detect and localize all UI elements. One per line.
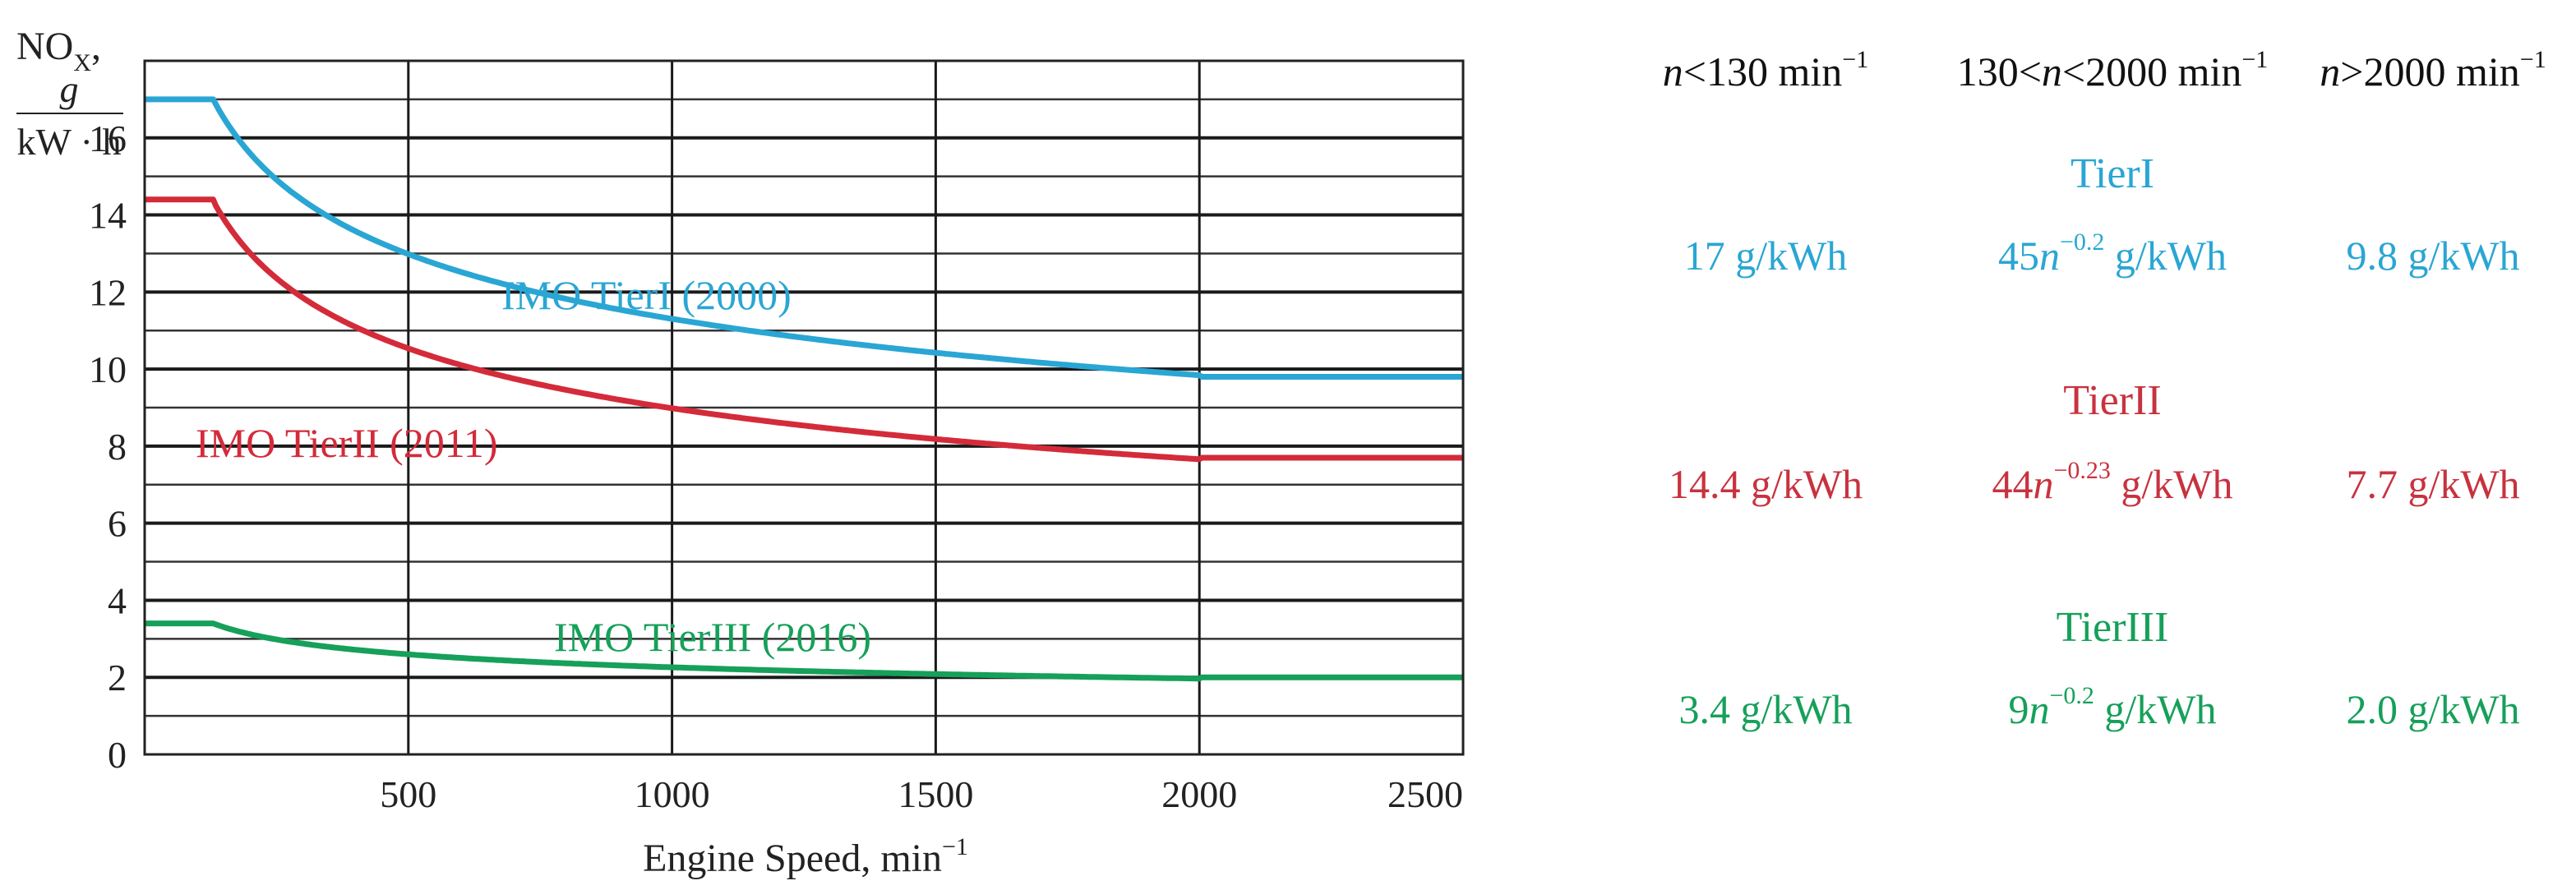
limit-low-cell: 3.4 g/kWh [1678, 686, 1852, 732]
y-unit-denominator: kW · h [17, 121, 122, 163]
tier-title: TierII [2063, 377, 2161, 424]
limit-low-cell: 14.4 g/kWh [1669, 461, 1863, 507]
y-tick-label: 10 [89, 348, 127, 390]
formula-table: n<130 min−1 130<n<2000 min−1 n>2000 min−1 T… [1663, 46, 2546, 732]
x-tick-label: 2000 [1161, 773, 1237, 815]
y-tick-label: 0 [108, 734, 127, 776]
y-tick-label: 8 [108, 426, 127, 468]
y-tick-label: 14 [89, 195, 127, 237]
y-tick-label: 6 [108, 503, 127, 545]
y-tick-labels: 0 2 4 6 8 10 12 14 16 [89, 118, 127, 776]
limit-formula-cell: 44n−0.23 g/kWh [1992, 457, 2232, 507]
svg-text:NOX,: NOX, [16, 25, 101, 76]
x-axis-title: Engine Speed, min−1 [643, 833, 968, 880]
y-tick-label: 4 [108, 579, 127, 621]
x-tick-labels: 500 1000 1500 2000 2500 [380, 773, 1463, 815]
series-line-3 [144, 620, 1464, 682]
y-tick-label: 2 [108, 657, 127, 699]
plot-frame [143, 59, 1465, 756]
x-tick-label: 1500 [898, 773, 973, 815]
series-group [144, 96, 1464, 682]
limit-high-cell: 7.7 g/kWh [2346, 461, 2519, 507]
limit-formula-cell: 45n−0.2 g/kWh [1998, 228, 2227, 279]
column-header: 130<n<2000 min−1 [1957, 46, 2269, 95]
series-labels: IMO TierI (2000) IMO TierII (2011) IMO Tie… [196, 272, 871, 660]
x-tick-label: 2500 [1387, 773, 1463, 815]
limit-low-cell: 17 g/kWh [1684, 233, 1848, 279]
y-unit-numerator: g [60, 68, 79, 110]
x-tick-label: 500 [380, 773, 436, 815]
column-header: n<130 min−1 [1663, 46, 1868, 95]
y-tick-label: 16 [89, 118, 127, 159]
series-label-1: IMO TierI (2000) [501, 272, 792, 318]
series-line-2 [144, 196, 1464, 463]
tier-title: TierIII [2057, 604, 2169, 651]
series-label-2: IMO TierII (2011) [196, 420, 498, 466]
y-axis-title: NOX, g kW · h [16, 25, 123, 163]
series-label-3: IMO TierIII (2016) [554, 614, 871, 660]
limit-formula-cell: 9n−0.2 g/kWh [2008, 682, 2216, 732]
y-tick-label: 12 [89, 271, 127, 313]
limit-high-cell: 2.0 g/kWh [2346, 686, 2519, 732]
limit-high-cell: 9.8 g/kWh [2346, 233, 2519, 279]
tier-title: TierI [2070, 150, 2154, 197]
series-line-1 [144, 96, 1464, 380]
column-header: n>2000 min−1 [2320, 46, 2546, 95]
x-tick-label: 1000 [635, 773, 710, 815]
